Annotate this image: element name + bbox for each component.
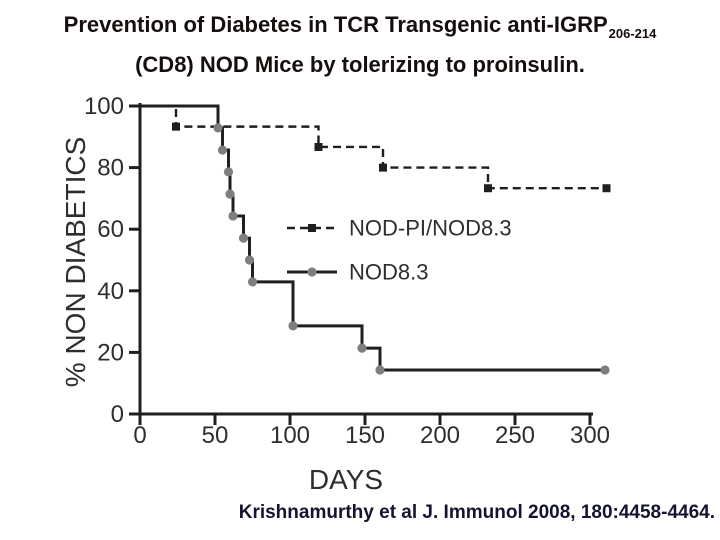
series-1-marker <box>223 167 234 177</box>
legend-label: NOD-PI/NOD8.3 <box>349 216 512 241</box>
series-0-marker <box>314 142 323 151</box>
x-tick-label: 50 <box>202 422 229 449</box>
slide-title: Prevention of Diabetes in TCR Transgenic… <box>0 9 720 80</box>
x-tick-label: 100 <box>270 422 310 449</box>
y-tick-label: 40 <box>97 278 124 305</box>
title-text: Prevention of Diabetes in TCR Transgenic… <box>63 12 608 37</box>
y-tick-label: 100 <box>84 93 124 120</box>
y-tick-label: 20 <box>97 339 124 366</box>
citation: Krishnamurthy et al J. Immunol 2008, 180… <box>238 502 715 523</box>
x-tick-label: 250 <box>495 422 535 449</box>
series-1-marker <box>228 211 238 221</box>
x-tick-label: 150 <box>345 422 385 449</box>
x-tick-label: 300 <box>570 422 610 449</box>
y-tick-label: 60 <box>97 216 124 243</box>
title-subscript: 206-214 <box>608 26 657 41</box>
legend-marker-square <box>308 224 316 232</box>
series-1-marker <box>357 343 367 353</box>
x-axis-title: DAYS <box>309 464 383 495</box>
legend-marker-circle <box>307 267 317 277</box>
y-tick-label: 80 <box>97 155 124 182</box>
series-1-marker <box>213 123 223 133</box>
x-tick-label: 200 <box>420 422 460 449</box>
y-axis-title: % NON DIABETICS <box>60 137 91 387</box>
series-1-marker <box>225 189 235 199</box>
series-0-marker <box>602 184 611 193</box>
series-1-marker <box>238 233 249 243</box>
series-1-marker <box>375 365 385 375</box>
series-0-marker <box>484 184 492 193</box>
series-0-marker <box>172 122 180 131</box>
series-1-marker <box>247 277 258 287</box>
title-line-2: (CD8) NOD Mice by tolerizing to proinsul… <box>135 52 585 77</box>
series-line-0 <box>140 104 607 190</box>
series-1-marker <box>244 255 255 265</box>
series-1-marker <box>600 365 610 375</box>
y-tick-label: 0 <box>111 401 124 428</box>
legend-label: NOD8.3 <box>349 260 428 285</box>
title-line-1: Prevention of Diabetes in TCR Transgenic… <box>0 9 720 49</box>
series-1-marker <box>217 145 228 155</box>
series-0-marker <box>379 163 387 172</box>
x-tick-label: 0 <box>133 422 146 449</box>
series-1-marker <box>288 321 298 331</box>
